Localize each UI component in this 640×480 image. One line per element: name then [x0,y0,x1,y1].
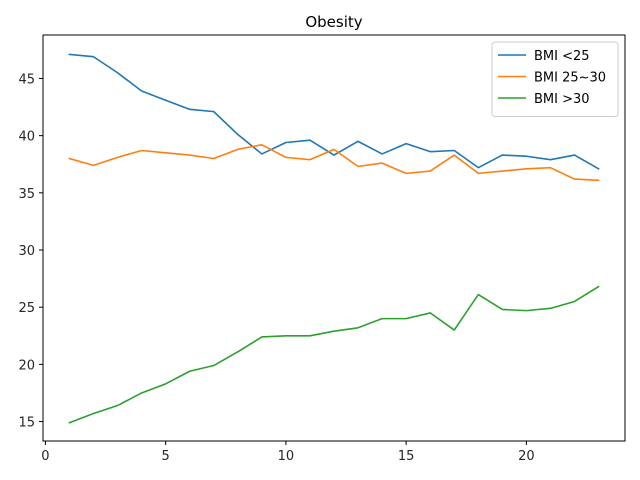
y-tick-label: 40 [18,130,35,145]
series-line-3 [68,285,600,424]
x-tick-label: 20 [518,449,535,464]
series-lines [68,53,600,424]
x-tick-label: 0 [41,449,49,464]
y-tick-label: 15 [18,416,35,431]
y-tick-label: 20 [18,358,35,373]
legend-label: BMI <25 [534,49,590,64]
y-tick-label: 25 [18,301,35,316]
chart-title: Obesity [305,13,362,31]
series-line-1 [68,53,600,170]
legend-label: BMI 25~30 [534,71,606,86]
y-tick-label: 30 [18,244,35,259]
plot-frame [42,34,626,442]
y-axis: 15 20 25 30 35 40 45 [18,72,43,431]
x-tick-label: 5 [162,449,170,464]
y-tick-label: 45 [18,72,35,87]
x-axis: 0 5 10 15 20 [41,441,535,464]
series-line-2 [68,143,600,182]
x-tick-label: 10 [278,449,295,464]
y-tick-label: 35 [18,187,35,202]
x-tick-label: 15 [398,449,415,464]
legend: BMI <25 BMI 25~30 BMI >30 [491,41,619,117]
legend-label: BMI >30 [534,92,590,107]
